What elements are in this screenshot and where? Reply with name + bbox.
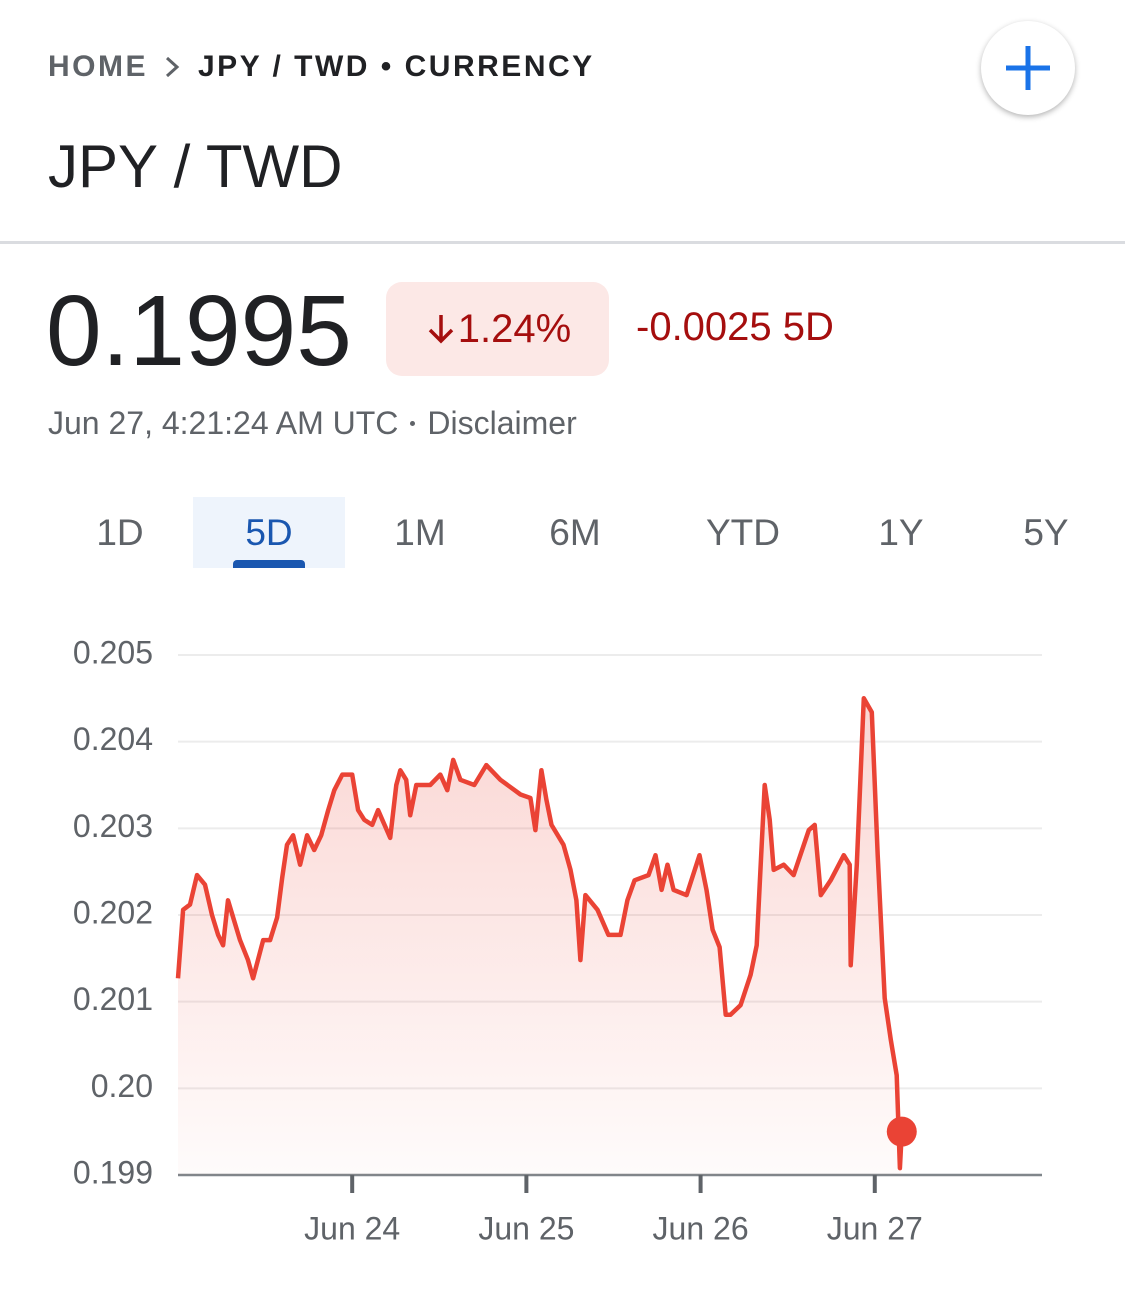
price-line <box>175 696 905 1171</box>
y-tick-label: 0.199 <box>73 1154 153 1190</box>
separator-dot <box>410 421 416 426</box>
x-tick-label: Jun 26 <box>653 1210 749 1246</box>
range-tab[interactable]: 5Y <box>1023 511 1069 553</box>
range-tab[interactable]: 5D <box>193 497 345 568</box>
x-tick-label: Jun 27 <box>827 1210 923 1246</box>
tab-indicator <box>233 560 305 568</box>
change-period: 5D <box>782 305 834 349</box>
range-tab[interactable]: 1M <box>394 511 446 553</box>
x-tick-label: Jun 24 <box>304 1210 400 1246</box>
y-tick-label: 0.203 <box>73 808 153 844</box>
y-tick-label: 0.20 <box>91 1068 153 1104</box>
change: -0.0025 5D <box>636 305 834 350</box>
y-tick-label: 0.204 <box>73 721 153 757</box>
range-tab[interactable]: 1D <box>96 511 144 553</box>
breadcrumb: HOME JPY / TWD • CURRENCY <box>48 50 595 84</box>
price: 0.1995 <box>46 275 352 387</box>
x-tick-label: Jun 25 <box>478 1210 574 1246</box>
change-percent: 1.24% <box>457 306 572 351</box>
plus-icon <box>1006 46 1050 90</box>
range-tab[interactable]: 6M <box>549 511 601 553</box>
change-value: -0.0025 <box>636 305 772 349</box>
range-tab[interactable]: 1Y <box>878 511 924 553</box>
chevron-icon <box>165 56 180 78</box>
timestamp-row: Jun 27, 4:21:24 AM UTC Disclaimer <box>48 405 577 442</box>
y-tick-label: 0.202 <box>73 894 153 930</box>
last-point <box>886 1116 917 1147</box>
disclaimer-link[interactable]: Disclaimer <box>427 405 577 441</box>
add-button[interactable] <box>981 21 1075 115</box>
divider <box>0 241 1125 244</box>
change-badge: 1.24% <box>386 282 609 376</box>
down-arrow-icon <box>428 315 454 344</box>
area-fill <box>178 698 902 1175</box>
breadcrumb-current: JPY / TWD • CURRENCY <box>198 50 595 83</box>
breadcrumb-home[interactable]: HOME <box>48 50 148 83</box>
y-tick-label: 0.201 <box>73 981 153 1017</box>
y-tick-label: 0.205 <box>73 634 153 670</box>
range-tab[interactable]: YTD <box>706 511 780 553</box>
page-title: JPY / TWD <box>48 133 343 200</box>
timestamp: Jun 27, 4:21:24 AM UTC <box>48 405 399 441</box>
